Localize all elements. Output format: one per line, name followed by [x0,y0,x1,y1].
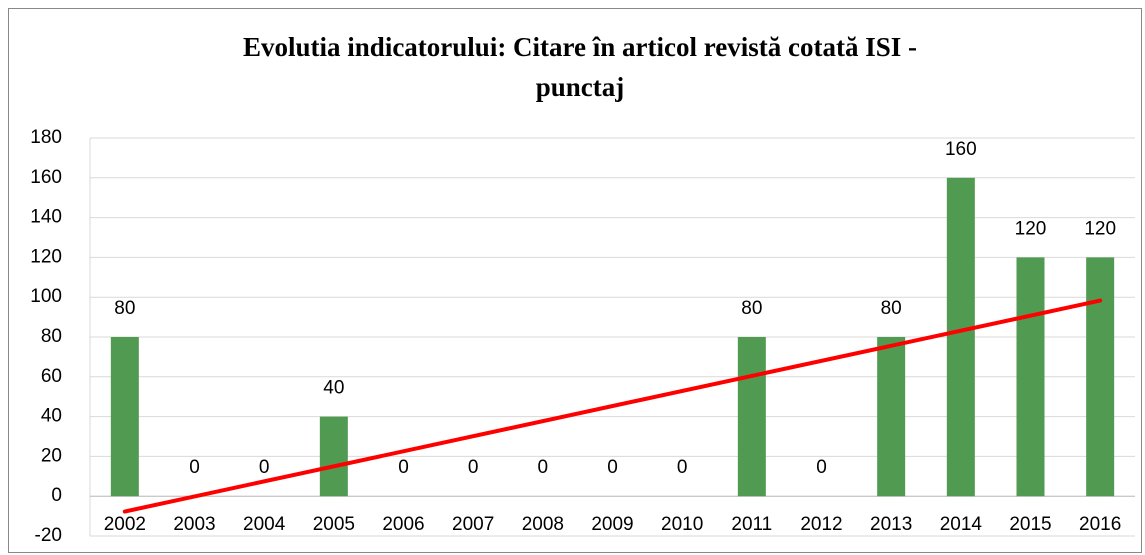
y-tick-label: 140 [30,207,62,228]
data-label: 0 [189,457,200,478]
chart-title: punctaj [536,72,625,102]
y-tick-label: 180 [30,127,62,148]
bar [1016,257,1045,497]
y-tick-label: 40 [41,406,62,427]
data-label: 0 [538,457,549,478]
bar [877,337,906,497]
y-tick-label: -20 [35,525,62,546]
x-tick-label: 2015 [1009,514,1051,535]
data-label: 0 [259,457,270,478]
y-tick-label: 160 [30,167,62,188]
x-tick-label: 2009 [591,514,633,535]
x-tick-label: 2004 [243,514,286,535]
x-tick-label: 2016 [1079,514,1121,535]
y-tick-label: 120 [30,246,62,267]
data-label: 80 [114,298,135,319]
data-label: 0 [816,457,827,478]
x-tick-label: 2012 [800,514,842,535]
y-tick-label: 60 [41,366,62,387]
x-tick-label: 2007 [452,514,494,535]
x-tick-label: 2006 [382,514,424,535]
data-label: 0 [468,457,479,478]
x-tick-label: 2008 [522,514,564,535]
data-label: 40 [323,378,344,399]
data-label: 120 [1084,218,1116,239]
data-label: 120 [1015,218,1047,239]
bar [319,416,348,497]
data-label: 0 [677,457,688,478]
x-tick-label: 2003 [173,514,215,535]
data-label: 0 [607,457,618,478]
bar [946,177,975,497]
bar [737,337,766,497]
bar [1086,257,1115,497]
x-tick-label: 2011 [731,514,772,535]
y-tick-label: 100 [30,286,62,307]
data-label: 160 [945,139,977,160]
x-tick-label: 2002 [104,514,146,535]
trendline [122,298,1103,514]
x-tick-label: 2005 [313,514,355,535]
data-label: 80 [741,298,762,319]
x-tick-label: 2013 [870,514,912,535]
data-label: 0 [398,457,409,478]
y-tick-label: 20 [41,445,62,466]
y-tick-label: 0 [51,485,62,506]
chart-title: Evolutia indicatorului: Citare în artico… [243,32,917,62]
y-tick-label: 80 [41,326,62,347]
x-tick-label: 2010 [661,514,703,535]
x-tick-label: 2014 [940,514,983,535]
bar [110,337,139,497]
data-label: 80 [881,298,902,319]
